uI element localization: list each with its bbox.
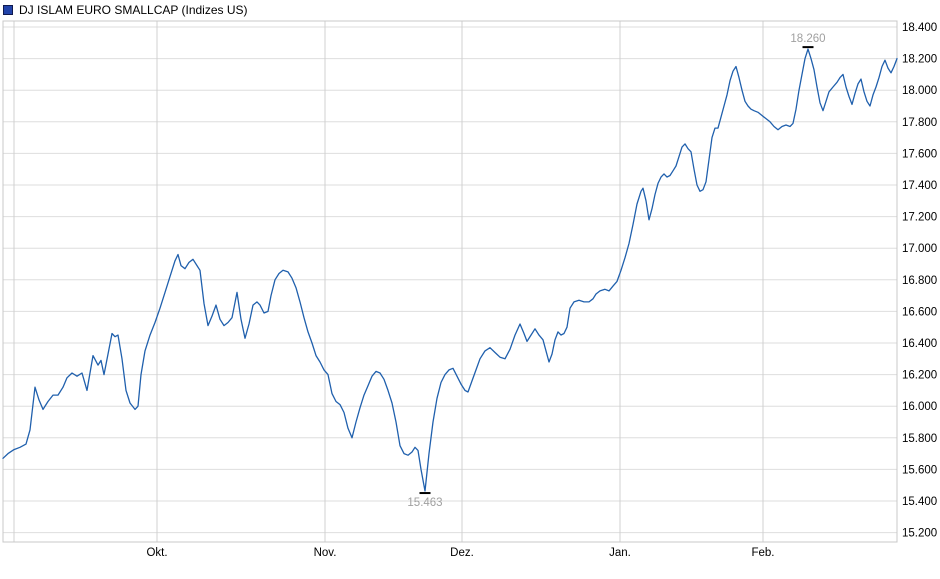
y-axis-tick-label: 18.200 — [902, 54, 937, 66]
chart-title: DJ ISLAM EURO SMALLCAP (Indizes US) — [19, 3, 248, 17]
y-axis-tick-label: 17.600 — [902, 148, 937, 160]
y-axis-tick-label: 16.400 — [902, 338, 937, 350]
y-axis-tick-label: 16.200 — [902, 370, 937, 382]
y-axis-tick-label: 16.600 — [902, 306, 937, 318]
y-axis-tick-label: 17.200 — [902, 212, 937, 224]
series-legend-icon — [3, 5, 13, 15]
y-axis-tick-label: 18.400 — [902, 22, 937, 34]
y-axis-tick-label: 15.200 — [902, 528, 937, 540]
y-axis-tick-label: 15.800 — [902, 433, 937, 445]
x-axis-month-label: Feb. — [751, 547, 774, 559]
y-axis-tick-label: 16.800 — [902, 275, 937, 287]
x-axis-month-label: Okt. — [146, 547, 167, 559]
y-axis-tick-label: 17.400 — [902, 180, 937, 192]
chart-legend: DJ ISLAM EURO SMALLCAP (Indizes US) — [3, 2, 248, 18]
y-axis-tick-label: 15.400 — [902, 496, 937, 508]
x-axis-month-label: Jan. — [609, 547, 631, 559]
high-value-label: 18.260 — [790, 33, 825, 45]
low-value-label: 15.463 — [407, 497, 442, 509]
x-axis-month-label: Nov. — [314, 547, 337, 559]
y-axis-tick-label: 15.600 — [902, 464, 937, 476]
y-axis-tick-label: 17.800 — [902, 117, 937, 129]
price-line[interactable] — [2, 48, 898, 492]
y-axis-tick-label: 16.000 — [902, 401, 937, 413]
y-axis-tick-label: 17.000 — [902, 243, 937, 255]
plot-frame — [2, 20, 898, 543]
y-axis-tick-label: 18.000 — [902, 85, 937, 97]
x-axis-month-label: Dez. — [450, 547, 474, 559]
